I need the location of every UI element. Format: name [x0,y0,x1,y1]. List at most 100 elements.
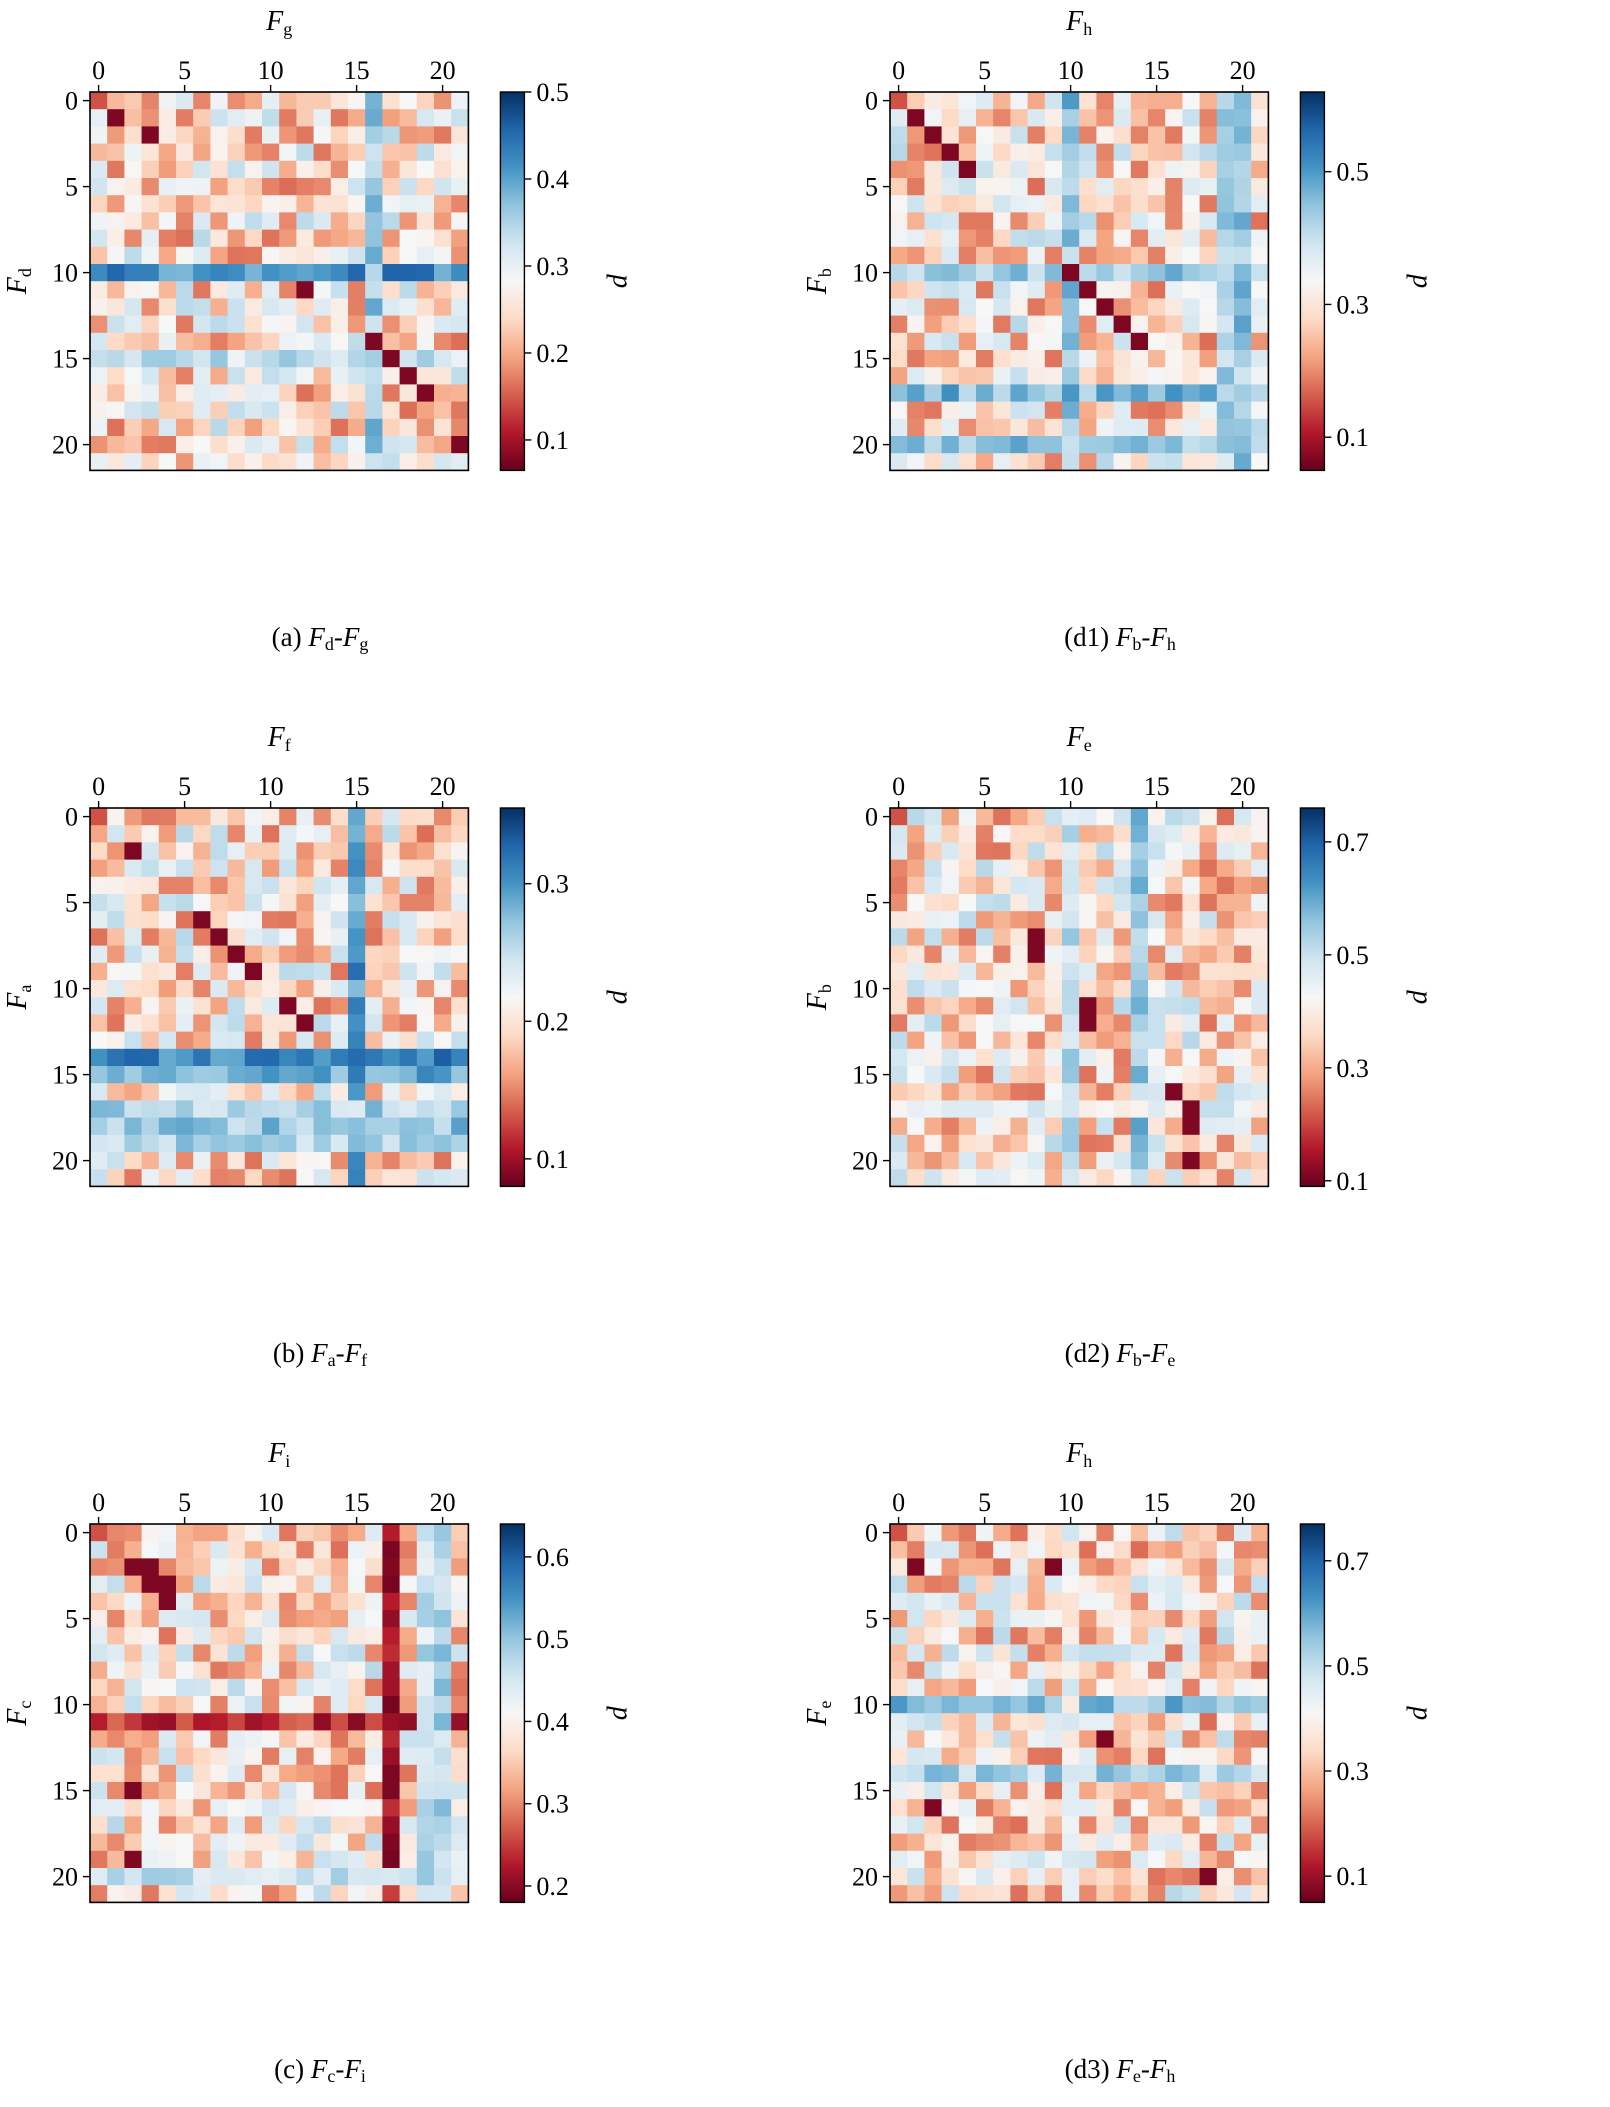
heatmap-cell [907,436,925,454]
y-tick-label: 10 [52,259,78,288]
heatmap-cell [1234,1885,1252,1903]
heatmap-cell [210,1152,228,1170]
heatmap-cell [90,1541,108,1559]
heatmap-cell [434,876,452,895]
heatmap-cell [399,876,418,895]
heatmap-cell [158,281,177,299]
heatmap-cell [227,160,246,179]
heatmap-cell [941,1610,960,1628]
heatmap-cell [1148,332,1166,351]
heatmap-cell [1165,1644,1183,1662]
heatmap-cell [1148,842,1166,860]
heatmap-cell [330,453,349,471]
heatmap-cell [193,246,211,265]
heatmap-cell [382,195,400,213]
heatmap-cell [1199,859,1218,878]
heatmap-cell [907,1764,925,1783]
heatmap-cell [330,401,349,420]
heatmap-cell [141,195,160,213]
heatmap-cell [890,229,908,248]
heatmap-cell [434,1730,452,1748]
heatmap-cell [1234,1134,1252,1153]
heatmap-cell [1182,876,1200,895]
heatmap-cell [1251,859,1269,878]
heatmap-cell [1165,1014,1183,1032]
heatmap-cell [365,229,383,248]
heatmap-cell [1010,281,1028,299]
heatmap-cell [399,1066,418,1084]
heatmap-cell [296,980,314,998]
heatmap-cell [1148,1048,1166,1067]
heatmap-cell [158,808,177,826]
heatmap-cell [1113,367,1132,385]
heatmap-cell [907,997,925,1015]
heatmap-cell [890,980,908,998]
heatmap-cell [210,143,228,162]
colorbar-label: d [602,273,633,288]
heatmap-cell [210,160,228,179]
heatmap-cell [158,195,177,213]
heatmap-cell [90,1885,108,1903]
heatmap-cell [158,418,177,437]
heatmap-cell [1113,876,1132,895]
plot-frame [889,1523,1270,1904]
heatmap-cell [176,1524,194,1542]
heatmap-cell [279,808,297,826]
heatmap-cell [890,842,908,860]
heatmap-cell [313,436,332,454]
heatmap-cell [941,436,960,454]
heatmap-cell [158,1782,177,1800]
heatmap-cell [1010,1541,1028,1559]
heatmap-cell [1182,453,1200,471]
heatmap-cell [296,1799,314,1817]
heatmap-cell [416,928,435,946]
heatmap-cell [1044,1799,1063,1817]
heatmap-cell [193,1730,211,1748]
heatmap-cell [107,401,125,420]
heatmap-cell [365,92,383,110]
heatmap-cell [107,1169,125,1187]
heatmap-cell [176,859,194,878]
heatmap-cell [890,195,908,213]
heatmap-cell [434,109,452,127]
heatmap-cell [124,859,142,878]
heatmap-cell [313,1696,332,1714]
heatmap-cell [141,350,160,368]
heatmap-cell [124,1833,142,1852]
heatmap-cell [993,367,1011,385]
heatmap-cell [1044,195,1063,213]
heatmap-cell [1062,1747,1080,1766]
heatmap-cell [976,962,994,981]
heatmap-cell [124,1799,142,1817]
heatmap-cell [1199,1610,1218,1628]
heatmap-cell [1199,1730,1218,1748]
heatmap-cell [1113,229,1132,248]
heatmap-cell [976,1066,994,1084]
heatmap-cell [1113,1134,1132,1153]
heatmap-cell [416,418,435,437]
heatmap-cell [1044,229,1063,248]
heatmap-cell [330,143,349,162]
heatmap-cell [1216,928,1235,946]
heatmap-cell [1165,1782,1183,1800]
heatmap-cell [958,1610,977,1628]
colorbar-tick-label: 0.1 [536,426,569,455]
heatmap-cell [330,1592,349,1611]
heatmap-cell [210,1782,228,1800]
heatmap-cell [399,1799,418,1817]
heatmap-cell [941,1833,960,1852]
heatmap-cell [90,911,108,929]
heatmap-cell [399,1816,418,1834]
heatmap-cell [296,418,314,437]
heatmap-cell [279,418,297,437]
heatmap-cell [279,92,297,110]
heatmap-cell [993,1868,1011,1886]
heatmap-cell [382,1782,400,1800]
heatmap-cell [365,1644,383,1662]
heatmap-cell [176,1696,194,1714]
heatmap-cell [176,1592,194,1611]
heatmap-cell [262,1575,280,1594]
heatmap-cell [1010,126,1028,144]
heatmap-cell [279,367,297,385]
heatmap-cell [1130,453,1149,471]
